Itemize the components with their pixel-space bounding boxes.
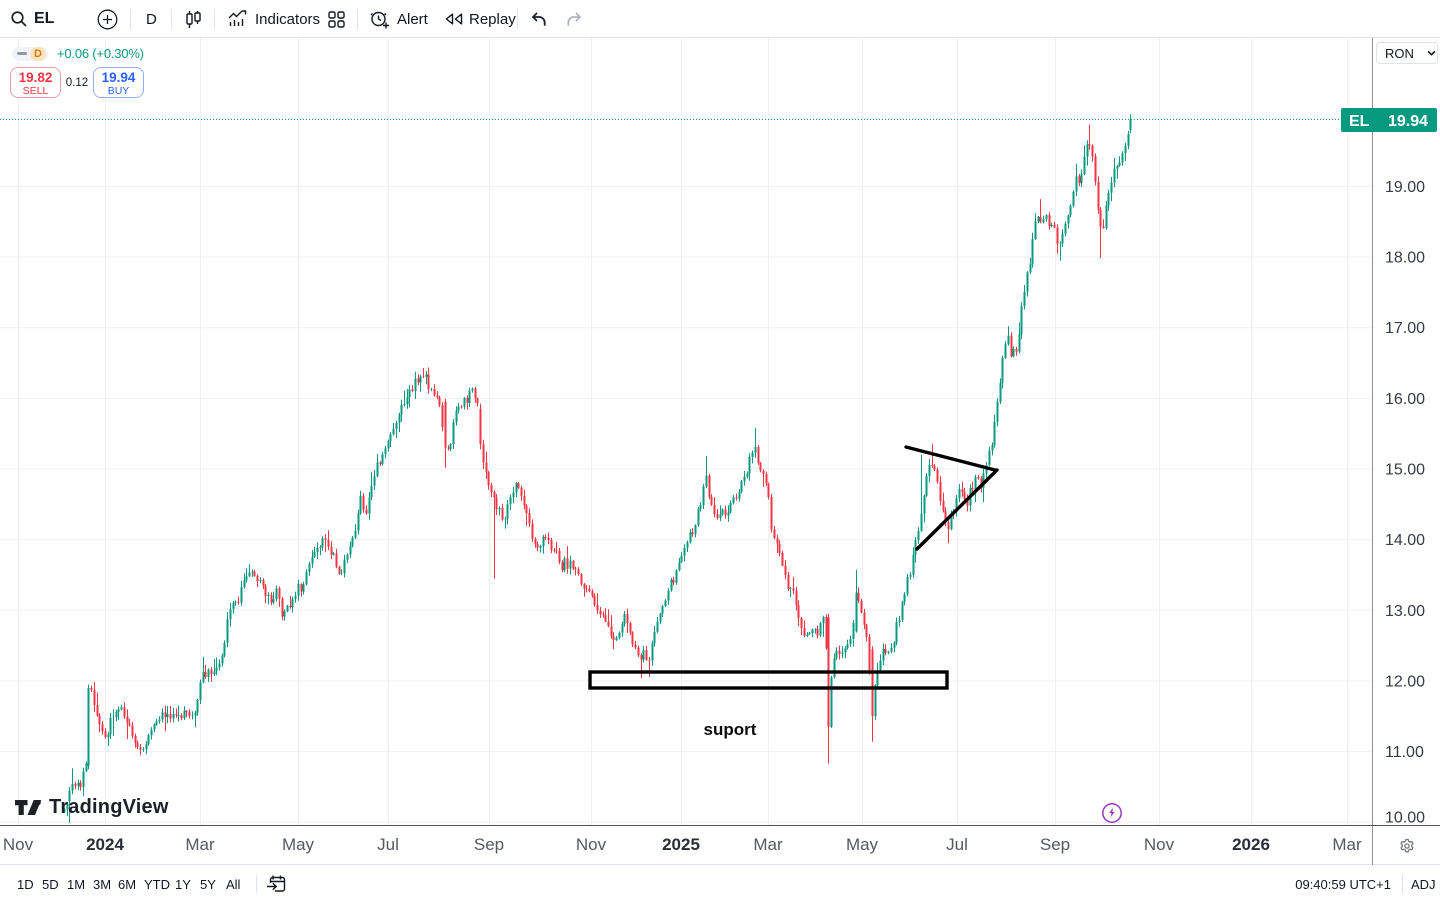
svg-text:suport: suport (704, 720, 757, 739)
svg-text:12.00: 12.00 (1385, 674, 1425, 691)
svg-text:13.00: 13.00 (1385, 603, 1425, 620)
svg-text:19.00: 19.00 (1385, 179, 1425, 196)
svg-text:19.94: 19.94 (1388, 113, 1428, 130)
svg-text:10.00: 10.00 (1385, 810, 1425, 827)
svg-text:16.00: 16.00 (1385, 391, 1425, 408)
svg-text:15.00: 15.00 (1385, 462, 1425, 479)
svg-text:EL: EL (1349, 113, 1370, 130)
svg-text:14.00: 14.00 (1385, 532, 1425, 549)
svg-text:11.00: 11.00 (1385, 744, 1424, 761)
svg-text:17.00: 17.00 (1385, 320, 1425, 337)
svg-text:18.00: 18.00 (1385, 250, 1425, 267)
